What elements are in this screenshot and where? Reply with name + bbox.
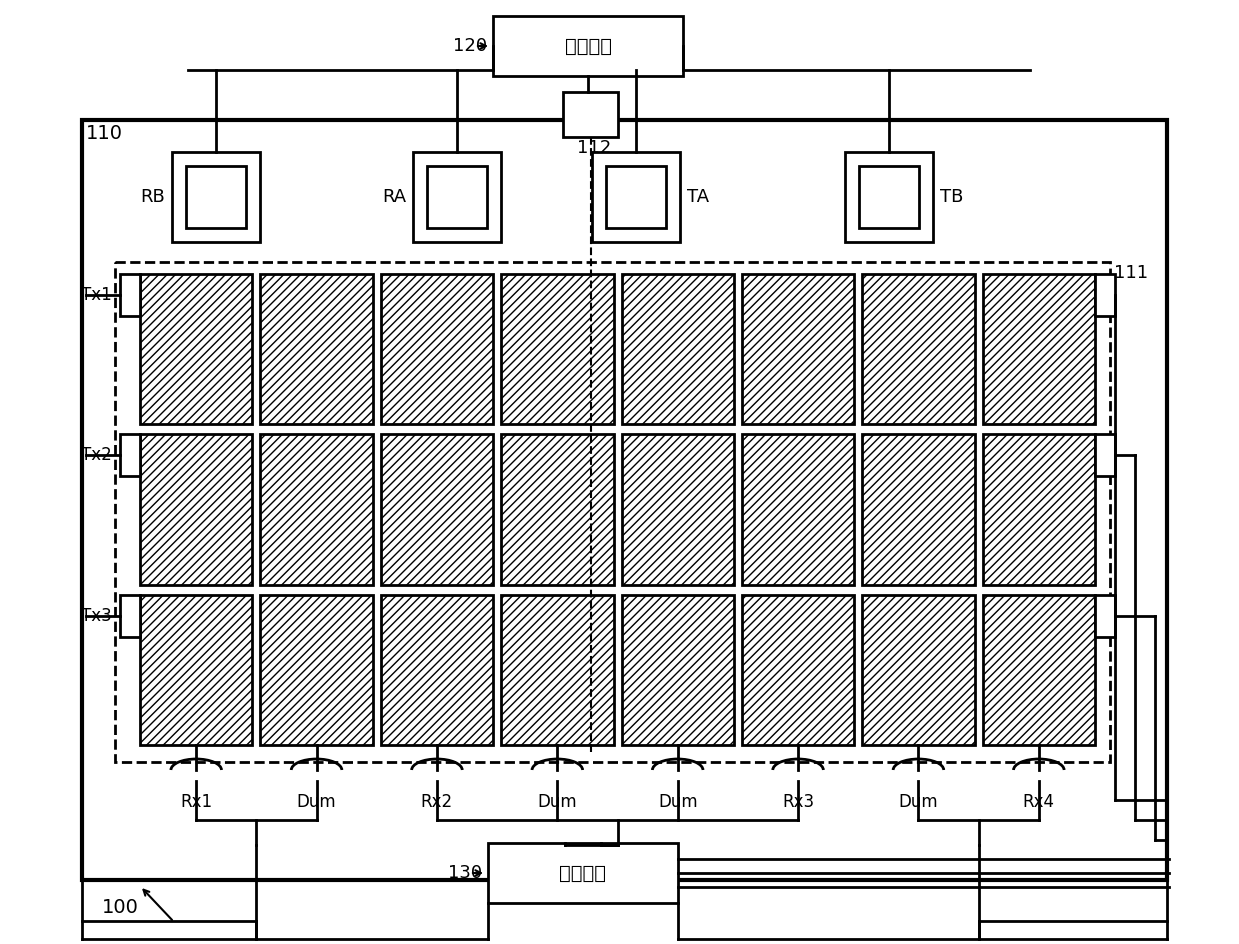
Text: Dum: Dum	[658, 793, 698, 811]
Bar	[140, 434, 253, 584]
Bar	[862, 434, 975, 584]
Bar	[413, 152, 501, 242]
Bar	[742, 274, 854, 425]
Text: Dum: Dum	[538, 793, 577, 811]
Bar	[606, 166, 667, 228]
Bar	[845, 152, 933, 242]
Bar	[172, 152, 260, 242]
Text: TB: TB	[940, 188, 964, 206]
Text: 感测电路: 感测电路	[565, 37, 612, 56]
Bar	[1095, 274, 1115, 316]
Text: 100: 100	[102, 898, 139, 917]
Bar	[120, 434, 140, 477]
Bar	[488, 843, 678, 903]
Bar	[120, 274, 140, 316]
Bar	[380, 595, 493, 745]
Bar	[862, 595, 975, 745]
Bar	[380, 434, 493, 584]
Bar	[983, 434, 1095, 584]
Bar	[115, 262, 1110, 762]
Text: 111: 111	[1114, 264, 1149, 282]
Bar	[186, 166, 247, 228]
Text: Tx1: Tx1	[82, 286, 112, 304]
Bar	[742, 595, 854, 745]
Text: 120: 120	[453, 37, 487, 55]
Text: 触控电路: 触控电路	[560, 864, 607, 883]
Bar	[120, 595, 140, 637]
Text: Rx1: Rx1	[180, 793, 212, 811]
Bar	[260, 595, 373, 745]
Bar	[563, 92, 618, 137]
Bar	[427, 166, 487, 228]
Bar	[622, 274, 733, 425]
Text: Tx3: Tx3	[82, 607, 112, 625]
Bar	[1095, 434, 1115, 477]
Bar	[501, 434, 613, 584]
Text: 112: 112	[577, 139, 612, 157]
Bar	[742, 434, 854, 584]
Text: Dum: Dum	[297, 793, 336, 811]
Text: RB: RB	[140, 188, 165, 206]
Bar	[983, 595, 1095, 745]
Text: Rx4: Rx4	[1023, 793, 1054, 811]
Bar	[260, 434, 373, 584]
Bar	[501, 274, 613, 425]
Bar	[592, 152, 680, 242]
Bar	[859, 166, 919, 228]
Bar	[622, 434, 733, 584]
Bar	[140, 274, 253, 425]
Text: 110: 110	[85, 124, 123, 143]
Text: Tx2: Tx2	[82, 447, 112, 464]
Text: RA: RA	[382, 188, 406, 206]
Bar	[140, 595, 253, 745]
Bar	[260, 274, 373, 425]
Bar	[1095, 595, 1115, 637]
Bar	[862, 274, 975, 425]
Text: 130: 130	[447, 864, 482, 882]
Bar	[380, 274, 493, 425]
Text: Dum: Dum	[898, 793, 938, 811]
Bar	[622, 595, 733, 745]
Bar	[493, 16, 683, 76]
Bar	[501, 595, 613, 745]
Bar	[82, 120, 1167, 880]
Text: Rx2: Rx2	[421, 793, 453, 811]
Bar	[983, 274, 1095, 425]
Text: Rx3: Rx3	[782, 793, 814, 811]
Text: TA: TA	[686, 188, 709, 206]
